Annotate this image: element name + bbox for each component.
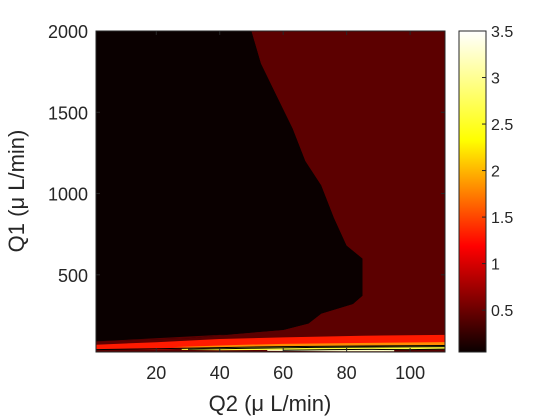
contour-region-0 [96,31,363,342]
x-tick-label: 40 [210,363,230,383]
y-tick-label: 2000 [48,22,88,42]
x-tick-label: 80 [337,363,357,383]
y-tick-label: 1500 [48,103,88,123]
colorbar-ticks: 0.5 1 1.5 2 2.5 3 3.5 [482,24,513,320]
colorbar-tick-label: 2.5 [491,117,513,134]
y-axis-label: Q1 (μ L/min) [4,130,29,253]
plot-frame [95,30,446,353]
contour-region-1 [96,31,445,342]
contour-line-1 [187,346,445,350]
colorbar-tick-label: 0.5 [491,303,513,320]
contour-regions [96,31,445,352]
colorbar-tick-label: 2 [491,164,500,181]
x-axis-label: Q2 (μ L/min) [209,391,332,416]
colorbar-tick-label: 3 [491,71,500,88]
colorbar-tick-label: 1.5 [491,210,513,227]
y-tick-label: 1000 [48,185,88,205]
y-tick-label: 500 [58,266,88,286]
contour-line-2 [283,348,445,351]
y-axis-ticks: 500 1000 1500 2000 [48,22,445,286]
colorbar-gradient [458,30,487,353]
x-tick-label: 20 [146,363,166,383]
colorbar-tick-label: 3.5 [491,24,513,41]
contour-line-0 [96,345,445,351]
x-tick-label: 100 [395,363,425,383]
colorbar-tick-label: 1 [491,257,500,274]
contour-lines [96,345,445,351]
plot-area: 20 40 60 80 100 500 1000 1500 2000 [48,22,446,383]
colorbar: 0.5 1 1.5 2 2.5 3 3.5 [458,24,513,353]
x-tick-label: 60 [273,363,293,383]
x-axis-ticks: 20 40 60 80 100 [146,31,425,383]
